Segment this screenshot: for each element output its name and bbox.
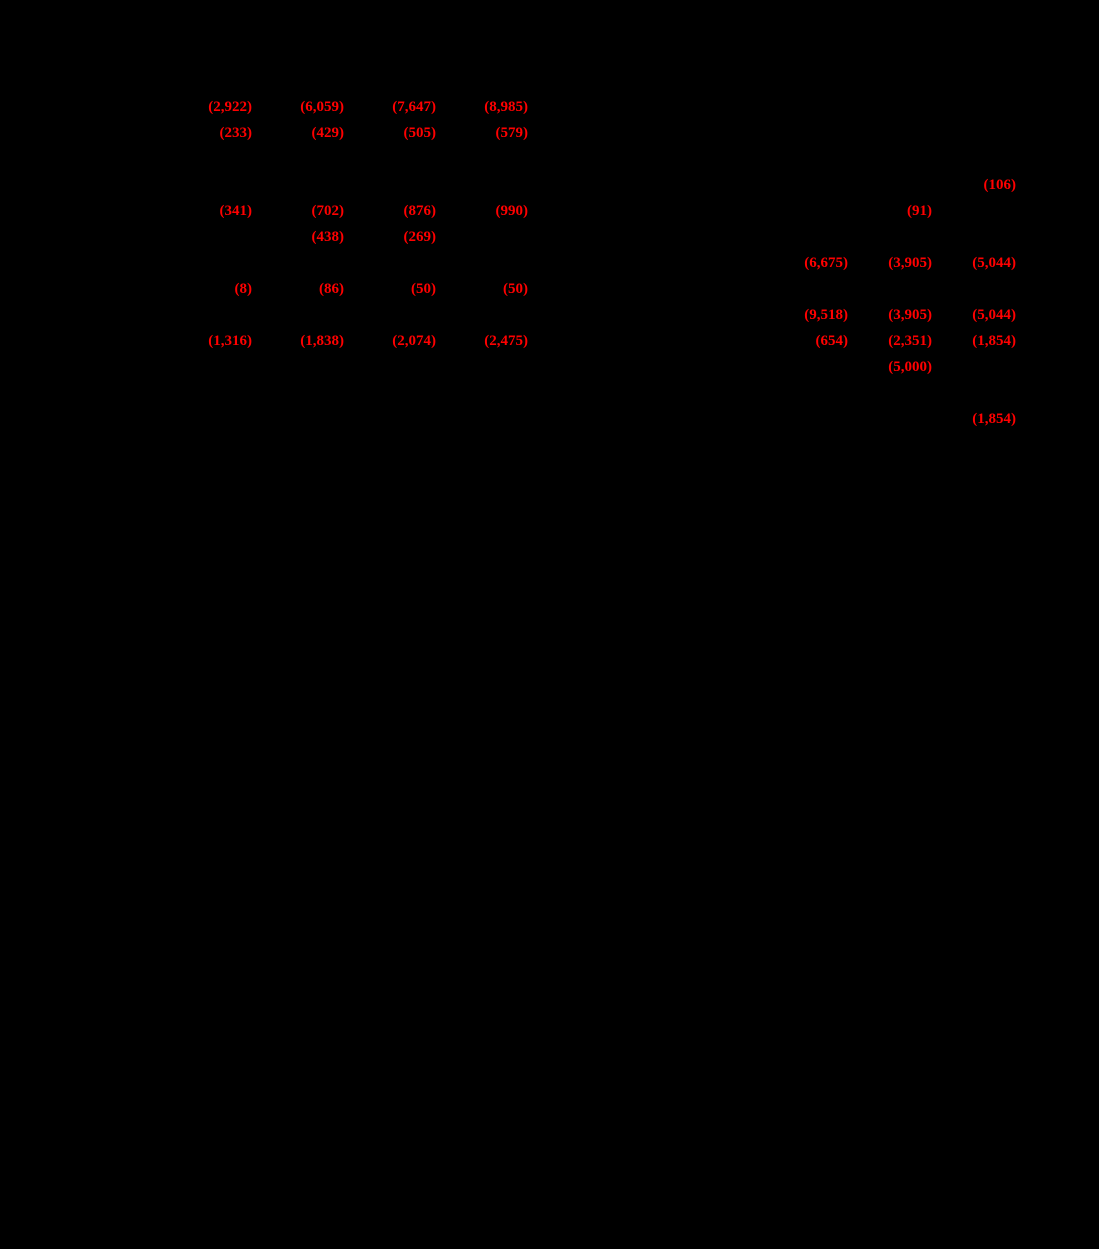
- table-row: ...: [768, 380, 1016, 406]
- cell: (50): [348, 276, 436, 302]
- table-row: (1,316) (1,838) (2,074) (2,475): [164, 328, 528, 354]
- table-row: (654) (2,351) (1,854): [768, 328, 1016, 354]
- table-row: ....: [164, 302, 528, 328]
- table-row: . (5,000) .: [768, 354, 1016, 380]
- cell: (2,074): [348, 328, 436, 354]
- cell: (2,475): [440, 328, 528, 354]
- cell: (654): [768, 328, 848, 354]
- cell: (702): [256, 198, 344, 224]
- cell: (233): [164, 120, 252, 146]
- left-financial-grid: (2,922) (6,059) (7,647) (8,985) (233) (4…: [164, 94, 528, 354]
- cell: (8,985): [440, 94, 528, 120]
- table-row: . . (1,854): [768, 406, 1016, 432]
- cell: (990): [440, 198, 528, 224]
- cell: (1,854): [936, 328, 1016, 354]
- cell: (6,675): [768, 250, 848, 276]
- table-row: . (438) (269) .: [164, 224, 528, 250]
- cell: (341): [164, 198, 252, 224]
- cell: (438): [256, 224, 344, 250]
- cell: (876): [348, 198, 436, 224]
- table-row: ....: [164, 146, 528, 172]
- table-row: ....: [164, 250, 528, 276]
- cell: (5,044): [936, 302, 1016, 328]
- table-row: (341) (702) (876) (990): [164, 198, 528, 224]
- cell: (2,922): [164, 94, 252, 120]
- cell: (2,351): [852, 328, 932, 354]
- table-row: ...: [768, 276, 1016, 302]
- table-row: ...: [768, 224, 1016, 250]
- cell: (7,647): [348, 94, 436, 120]
- table-row: (6,675) (3,905) (5,044): [768, 250, 1016, 276]
- table-row: (233) (429) (505) (579): [164, 120, 528, 146]
- cell: (8): [164, 276, 252, 302]
- right-financial-grid: . . (106) . (91) . ... (6,675) (3,905) (…: [768, 172, 1016, 432]
- cell: (1,838): [256, 328, 344, 354]
- cell: (50): [440, 276, 528, 302]
- cell: (86): [256, 276, 344, 302]
- cell: (269): [348, 224, 436, 250]
- table-row: (9,518) (3,905) (5,044): [768, 302, 1016, 328]
- cell: (5,000): [852, 354, 932, 380]
- cell: (6,059): [256, 94, 344, 120]
- cell: (5,044): [936, 250, 1016, 276]
- cell: (91): [852, 198, 932, 224]
- cell: (429): [256, 120, 344, 146]
- cell: (505): [348, 120, 436, 146]
- cell: (3,905): [852, 302, 932, 328]
- table-row: (8) (86) (50) (50): [164, 276, 528, 302]
- table-row: . . (106): [768, 172, 1016, 198]
- cell: (579): [440, 120, 528, 146]
- cell: (1,316): [164, 328, 252, 354]
- cell: (106): [936, 172, 1016, 198]
- cell: (9,518): [768, 302, 848, 328]
- table-row: (2,922) (6,059) (7,647) (8,985): [164, 94, 528, 120]
- cell: (1,854): [936, 406, 1016, 432]
- table-row: . (91) .: [768, 198, 1016, 224]
- cell: (3,905): [852, 250, 932, 276]
- table-row: ....: [164, 172, 528, 198]
